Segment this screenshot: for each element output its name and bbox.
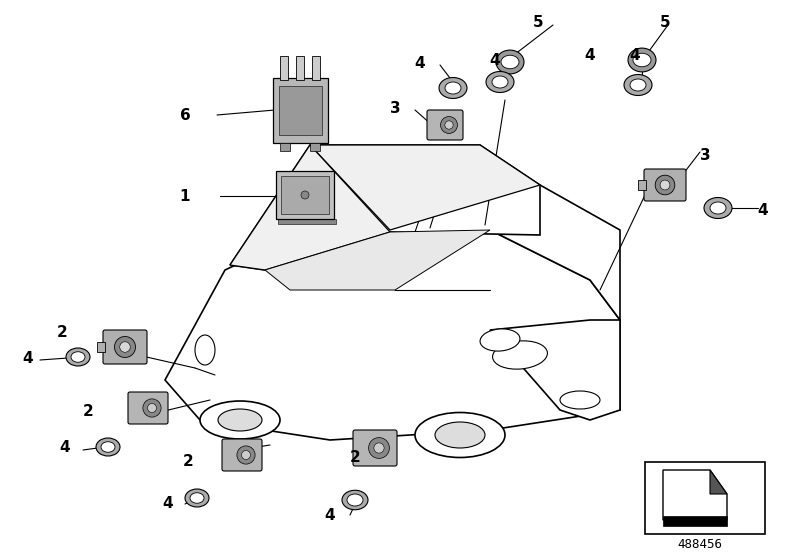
Bar [281, 176, 329, 214]
Ellipse shape [114, 337, 135, 357]
Polygon shape [230, 145, 540, 270]
FancyBboxPatch shape [353, 430, 397, 466]
Polygon shape [710, 470, 727, 494]
Ellipse shape [342, 490, 368, 510]
Ellipse shape [242, 450, 250, 459]
Ellipse shape [660, 180, 670, 190]
Ellipse shape [655, 175, 674, 195]
Bar [310, 142, 320, 151]
Ellipse shape [195, 335, 215, 365]
Ellipse shape [143, 399, 161, 417]
Bar [638, 180, 646, 190]
Ellipse shape [101, 442, 115, 452]
Ellipse shape [237, 446, 255, 464]
Polygon shape [490, 320, 620, 420]
Polygon shape [265, 230, 490, 290]
Bar [663, 516, 727, 526]
Text: 3: 3 [390, 100, 400, 115]
Bar [296, 55, 304, 80]
Ellipse shape [66, 348, 90, 366]
Text: 4: 4 [758, 203, 768, 217]
Ellipse shape [415, 413, 505, 458]
Text: 4: 4 [325, 507, 335, 522]
Ellipse shape [190, 493, 204, 503]
Ellipse shape [218, 409, 262, 431]
Ellipse shape [560, 391, 600, 409]
Ellipse shape [439, 77, 467, 99]
FancyBboxPatch shape [103, 330, 147, 364]
Bar [280, 142, 290, 151]
Ellipse shape [710, 202, 726, 214]
Bar [312, 55, 320, 80]
Ellipse shape [369, 437, 390, 459]
Polygon shape [490, 185, 620, 320]
Text: 4: 4 [585, 48, 595, 63]
Ellipse shape [633, 53, 651, 67]
Bar [280, 55, 288, 80]
Ellipse shape [628, 48, 656, 72]
Text: 5: 5 [660, 15, 670, 30]
Text: 1: 1 [180, 189, 190, 203]
Ellipse shape [486, 72, 514, 92]
Ellipse shape [480, 329, 520, 351]
Text: 488456: 488456 [678, 539, 722, 552]
Ellipse shape [441, 116, 458, 133]
Circle shape [301, 191, 309, 199]
Ellipse shape [120, 342, 130, 352]
FancyBboxPatch shape [222, 439, 262, 471]
Ellipse shape [493, 341, 547, 369]
Bar [278, 219, 336, 224]
Ellipse shape [96, 438, 120, 456]
Bar [273, 77, 327, 142]
Text: 4: 4 [60, 441, 70, 455]
Text: 4: 4 [490, 53, 500, 68]
Text: 2: 2 [350, 450, 360, 465]
Text: 4: 4 [22, 351, 34, 366]
Polygon shape [230, 145, 390, 270]
Ellipse shape [445, 121, 453, 129]
FancyBboxPatch shape [128, 392, 168, 424]
Polygon shape [663, 470, 727, 520]
Ellipse shape [496, 50, 524, 74]
Ellipse shape [147, 404, 157, 413]
Bar [276, 171, 334, 219]
Text: 2: 2 [57, 324, 67, 339]
Ellipse shape [347, 494, 363, 506]
Ellipse shape [630, 79, 646, 91]
Text: 5: 5 [533, 15, 543, 30]
Bar [278, 86, 322, 134]
FancyBboxPatch shape [427, 110, 463, 140]
FancyBboxPatch shape [644, 169, 686, 201]
Ellipse shape [445, 82, 461, 94]
Text: 2: 2 [82, 404, 94, 419]
Text: 6: 6 [180, 108, 190, 123]
Bar [97, 342, 105, 352]
Text: 2: 2 [182, 455, 194, 469]
Ellipse shape [374, 443, 384, 453]
Ellipse shape [200, 401, 280, 439]
Text: 4: 4 [162, 496, 174, 511]
Polygon shape [165, 230, 620, 440]
Ellipse shape [492, 76, 508, 88]
Ellipse shape [704, 198, 732, 218]
Text: 4: 4 [414, 55, 426, 71]
Polygon shape [310, 145, 540, 230]
Ellipse shape [501, 55, 519, 69]
Ellipse shape [71, 352, 85, 362]
Ellipse shape [624, 74, 652, 96]
Bar [645, 462, 765, 534]
Text: 4: 4 [630, 48, 640, 63]
Ellipse shape [185, 489, 209, 507]
Ellipse shape [435, 422, 485, 448]
Text: 3: 3 [700, 147, 710, 162]
